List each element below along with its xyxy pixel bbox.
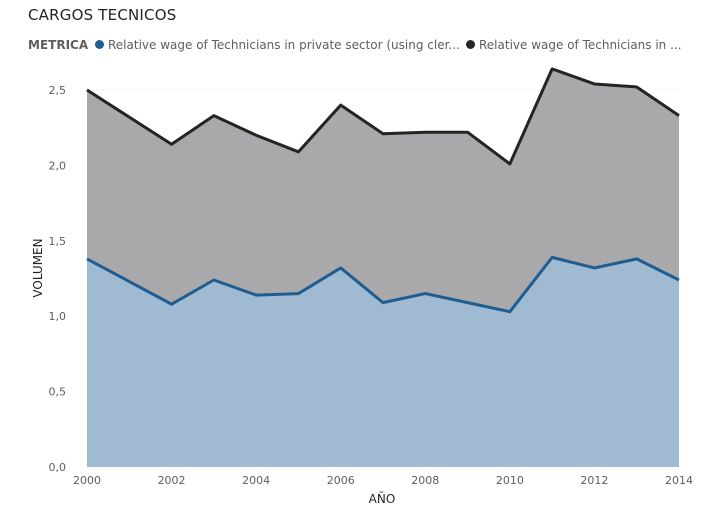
area-series[interactable]	[87, 68, 679, 467]
x-tick-label: 2012	[580, 474, 608, 487]
y-tick-label: 1,0	[49, 310, 67, 323]
series-line-0[interactable]	[86, 255, 680, 314]
y-axis-title: VOLUMEN	[31, 238, 45, 297]
x-tick-label: 2008	[411, 474, 439, 487]
y-tick-label: 0,5	[49, 386, 67, 399]
series-lines[interactable]	[86, 67, 680, 314]
legend: METRICA Relative wage of Technicians in …	[28, 38, 698, 56]
x-tick-label: 2010	[496, 474, 524, 487]
legend-dot-icon	[466, 40, 475, 49]
legend-item-technicians-other[interactable]: Relative wage of Technicians in ...	[466, 38, 682, 52]
legend-dot-icon	[95, 40, 104, 49]
legend-label: Relative wage of Technicians in ...	[479, 38, 682, 52]
legend-item-technicians-private[interactable]: Relative wage of Technicians in private …	[95, 38, 460, 52]
x-axis-title: AÑO	[369, 491, 396, 506]
y-tick-label: 2,0	[49, 159, 67, 172]
legend-title: METRICA	[28, 38, 89, 52]
y-tick-label: 0,0	[49, 461, 67, 474]
series-line-1[interactable]	[86, 67, 680, 166]
y-tick-label: 2,5	[49, 84, 67, 97]
x-tick-label: 2000	[73, 474, 101, 487]
chart-title: CARGOS TECNICOS	[28, 6, 177, 24]
area-series-0[interactable]	[87, 257, 679, 467]
legend-label: Relative wage of Technicians in private …	[108, 38, 460, 52]
x-tick-label: 2002	[158, 474, 186, 487]
y-axis-ticks: 0,0 0,5 1,0 1,5 2,0 2,5	[49, 84, 67, 474]
x-tick-label: 2004	[242, 474, 270, 487]
x-axis-ticks: 2000 2002 2004 2006 2008 2010 2012 2014	[73, 474, 693, 487]
x-tick-label: 2014	[665, 474, 693, 487]
y-tick-label: 1,5	[49, 235, 67, 248]
area-series-1[interactable]	[87, 68, 679, 312]
x-tick-label: 2006	[327, 474, 355, 487]
